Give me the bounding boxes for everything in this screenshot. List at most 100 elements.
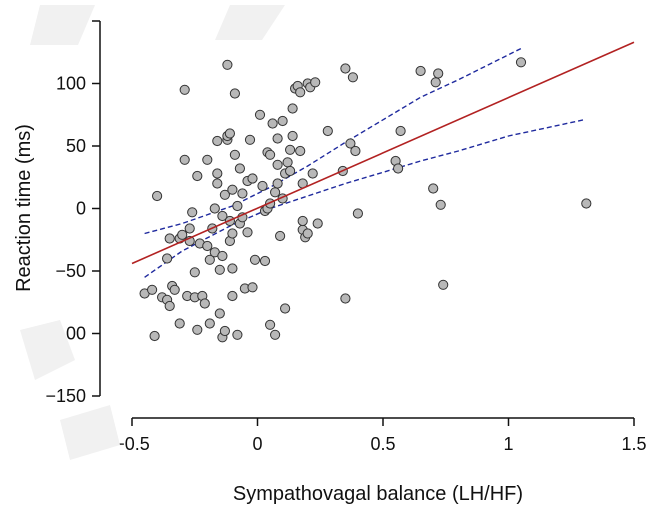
data-point [147,284,158,295]
data-point [189,267,200,278]
data-point [212,168,223,179]
data-point [209,203,220,214]
data-point [192,170,203,182]
ci-upper-line [144,47,522,235]
data-point [277,115,288,127]
data-point [164,300,175,312]
data-point [428,183,439,194]
data-point [393,163,404,174]
y-tick-label: −100 [45,324,86,344]
data-point [162,253,173,264]
data-point [229,149,240,160]
y-tick-label: −150 [45,386,86,406]
x-tick-label: 1.5 [621,434,646,454]
data-point [214,308,225,319]
data-point [435,199,446,210]
y-ticks: −150 −100 −50 0 50 100 150 [45,11,100,406]
y-tick-label: 150 [56,11,86,31]
data-point [229,88,240,99]
data-point [285,165,296,177]
data-point [227,290,238,302]
data-point [244,134,256,145]
data-point [310,77,321,88]
data-point [149,330,160,342]
data-point [395,125,406,137]
data-point [177,229,188,240]
data-point [352,208,363,219]
data-point [257,180,268,192]
x-tick-label: 0.5 [370,434,395,454]
x-tick-label: 1 [503,434,513,454]
data-point [267,118,278,129]
regression-line [131,41,635,265]
data-point [249,254,261,265]
data-point [224,128,235,139]
data-point [259,255,271,267]
data-point [192,324,203,335]
data-point [212,178,223,189]
data-point [275,230,286,242]
data-point [214,264,225,275]
data-point [204,254,215,265]
data-point [272,133,283,144]
confidence-band [144,47,584,278]
data-point [350,145,361,157]
data-point [212,135,223,147]
data-point [307,168,318,179]
data-point [322,125,333,137]
data-points [139,57,592,343]
data-point [227,184,238,195]
data-point [184,223,195,234]
data-point [174,318,185,329]
data-point [430,77,441,88]
y-tick-label: 50 [66,136,86,156]
data-point [169,284,180,295]
data-point [152,190,163,202]
data-point [232,200,243,212]
data-point [202,240,213,252]
data-point [227,228,238,239]
data-point [237,188,248,199]
data-point [179,84,190,95]
data-point [272,159,283,170]
data-point [280,303,291,314]
data-point [285,144,296,155]
data-point [340,63,351,74]
ci-lower-line [144,119,584,278]
data-point [295,145,306,157]
x-ticks: −0.5 0 0.5 1 1.5 [114,418,647,454]
data-point [270,329,281,340]
data-point [581,198,592,209]
data-point [272,178,283,189]
data-point [234,163,245,174]
data-point [254,109,266,120]
data-point [247,282,258,293]
data-point [217,250,228,262]
y-axis-title: Reaction time (ms) [13,124,35,292]
data-point [297,215,308,227]
data-point [515,57,527,68]
data-point [433,68,444,79]
y-tick-label: 100 [56,74,86,94]
data-point [242,227,253,238]
data-point [270,187,281,198]
data-point [287,130,298,142]
data-point [187,207,198,218]
x-tick-label: −0.5 [114,434,150,454]
data-point [204,318,215,329]
data-point [217,210,228,222]
y-tick-label: 0 [76,199,86,219]
data-point [179,154,190,165]
data-point [340,293,351,304]
data-point [199,298,210,309]
x-tick-label: 0 [252,434,262,454]
data-point [222,59,233,70]
data-point [164,233,175,244]
data-point [287,103,298,114]
data-point [232,329,243,340]
y-tick-label: −50 [55,261,86,281]
data-point [247,173,258,184]
data-point [415,65,426,77]
data-point [438,279,449,290]
